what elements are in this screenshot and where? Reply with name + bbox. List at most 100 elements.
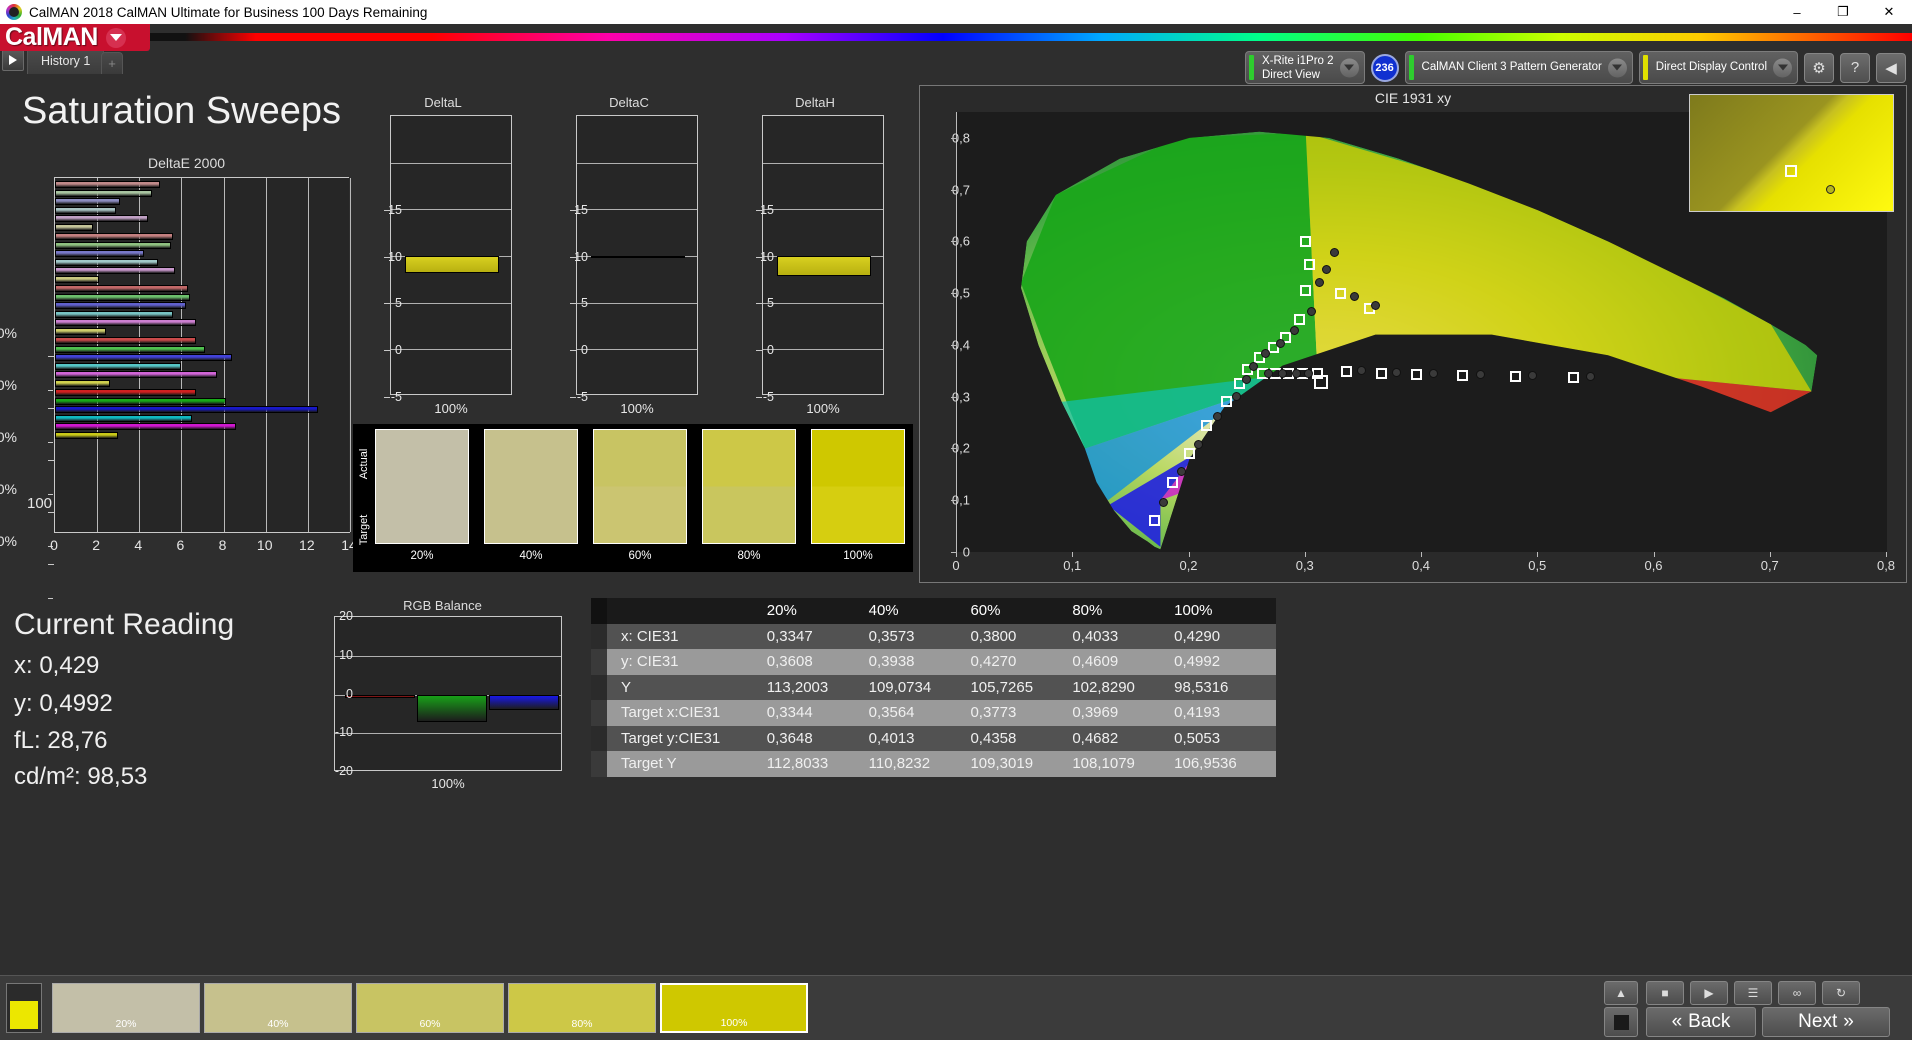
table-cell: 108,1079 xyxy=(1072,755,1135,773)
color-swatch-label: 80% xyxy=(737,550,761,562)
axis-tick xyxy=(48,545,53,547)
cie-measured-marker xyxy=(1303,368,1313,378)
cie-measured-marker xyxy=(1176,467,1186,477)
color-swatch[interactable] xyxy=(811,429,905,544)
chevron-down-icon[interactable] xyxy=(1607,58,1627,77)
current-reading-fl: fL: 28,76 xyxy=(14,727,108,754)
source-selector[interactable]: CalMAN Client 3 Pattern Generator xyxy=(1404,51,1633,84)
axis-tick-label: 15 xyxy=(574,203,588,217)
inset-measured-marker xyxy=(1826,185,1835,194)
bar xyxy=(405,256,499,273)
color-swatch[interactable] xyxy=(702,429,796,544)
collapse-icon[interactable]: ◀ xyxy=(1876,52,1906,83)
x-axis-line xyxy=(54,532,350,533)
gear-icon[interactable]: ⚙ xyxy=(1804,52,1834,83)
deltah-chart-title: DeltaH xyxy=(795,95,835,110)
transport-controls: ▲ ■ ▶ ☰ ∞ ↻ « Back Next » xyxy=(1604,981,1904,1037)
cie-plot-area[interactable] xyxy=(956,112,1887,552)
deltac-plot-area xyxy=(576,115,698,395)
gridline xyxy=(391,209,511,211)
next-button[interactable]: Next » xyxy=(1762,1007,1890,1037)
patch-button-40[interactable]: 40% xyxy=(204,983,352,1033)
axis-tick xyxy=(48,564,54,566)
cie-measured-marker xyxy=(1330,248,1340,258)
cie-background-mask xyxy=(957,112,1887,552)
next-icon: » xyxy=(1843,1011,1854,1032)
transport-icon-0[interactable]: ▲ xyxy=(1604,981,1638,1005)
cie-measured-marker xyxy=(1322,265,1332,275)
axis-tick xyxy=(756,303,762,305)
transport-icon-3[interactable]: ☰ xyxy=(1734,981,1772,1005)
color-swatch[interactable] xyxy=(593,429,687,544)
chevron-down-icon[interactable] xyxy=(1339,58,1359,77)
maximize-button[interactable]: ❐ xyxy=(1837,4,1849,19)
chevron-down-icon[interactable] xyxy=(1773,58,1792,77)
table-row xyxy=(55,423,237,430)
patch-button-80[interactable]: 80% xyxy=(508,983,656,1033)
bar xyxy=(345,694,415,698)
table-row xyxy=(55,267,176,274)
patch-button-20[interactable]: 20% xyxy=(52,983,200,1033)
cie-measured-marker xyxy=(1264,368,1274,378)
table-cell: 102,8290 xyxy=(1072,678,1135,696)
close-button[interactable]: ✕ xyxy=(1883,4,1895,19)
minimize-button[interactable]: – xyxy=(1793,4,1801,20)
play-arrow-icon[interactable] xyxy=(2,49,24,71)
axis-tick-label: 0,2 xyxy=(951,440,970,456)
deltac-xlabel: 100% xyxy=(620,401,654,416)
transport-icon-4[interactable]: ∞ xyxy=(1778,981,1816,1005)
axis-tick-label: 15 xyxy=(760,203,774,217)
current-reading-cdm2: cd/m²: 98,53 xyxy=(14,763,148,790)
help-icon[interactable]: ? xyxy=(1840,52,1870,83)
rgb-chart-title: RGB Balance xyxy=(403,598,482,613)
gridline xyxy=(763,162,883,164)
axis-tick xyxy=(951,500,956,502)
patch-button-60[interactable]: 60% xyxy=(356,983,504,1033)
swatch-side-labels: Actual Target xyxy=(356,428,370,568)
cie-measured-marker xyxy=(1241,375,1251,385)
back-button[interactable]: « Back xyxy=(1646,1007,1756,1037)
gridline xyxy=(763,209,883,211)
cie-measured-marker xyxy=(1307,306,1317,316)
row-rail xyxy=(591,623,607,649)
gridline xyxy=(577,162,697,164)
table-row xyxy=(55,327,106,335)
color-swatch[interactable] xyxy=(375,429,469,544)
stop-button[interactable] xyxy=(1604,1007,1638,1037)
table-cell: 106,9536 xyxy=(1174,755,1237,773)
table-cell: 0,3573 xyxy=(868,627,915,645)
transport-icon-2[interactable]: ▶ xyxy=(1690,981,1728,1005)
add-tab-button[interactable]: + xyxy=(101,52,123,74)
table-row: x: CIE31 0,3347 0,3573 0,3800 0,4033 0,4290 xyxy=(591,623,1276,649)
axis-tick-label: 0,4 xyxy=(1411,558,1431,573)
axis-tick xyxy=(756,350,762,351)
cie-measured-marker xyxy=(1248,362,1258,372)
cie-measured-marker xyxy=(1212,411,1222,421)
axis-tick xyxy=(956,552,957,557)
axis-extra-label: 100 xyxy=(27,495,53,512)
window-titlebar: CalMAN 2018 CalMAN Ultimate for Business… xyxy=(0,0,1912,24)
source-status-strip xyxy=(1408,55,1414,80)
table-cell: 105,7265 xyxy=(970,678,1034,696)
meter-reading-badge[interactable]: 236 xyxy=(1370,53,1399,82)
calman-logo-menu[interactable]: CalMAN xyxy=(0,23,150,51)
table-row: Y 113,2003 109,0734 105,7265 102,8290 98,5316 xyxy=(591,674,1276,700)
back-label: Back xyxy=(1688,1011,1731,1032)
transport-icon-1[interactable]: ■ xyxy=(1646,981,1684,1005)
display-control-selector[interactable]: Direct Display Control xyxy=(1638,51,1798,84)
back-icon: « xyxy=(1671,1011,1683,1032)
axis-tick xyxy=(570,256,576,258)
table-row xyxy=(55,414,192,422)
axis-tick-label: 0 xyxy=(767,343,774,357)
meter-selector[interactable]: X-Rite i1Pro 2 Direct View xyxy=(1244,51,1365,84)
axis-tick-label: 2 xyxy=(92,537,101,553)
table-row xyxy=(55,406,319,413)
meter-mode: Direct View xyxy=(1261,68,1320,81)
transport-icon-5[interactable]: ↻ xyxy=(1822,981,1860,1005)
color-swatch[interactable] xyxy=(484,429,578,544)
cie-measured-marker xyxy=(1475,369,1485,379)
chevron-down-icon[interactable] xyxy=(105,27,126,48)
patch-button-100[interactable]: 100% xyxy=(660,983,808,1033)
deltah-plot-area xyxy=(762,115,884,395)
